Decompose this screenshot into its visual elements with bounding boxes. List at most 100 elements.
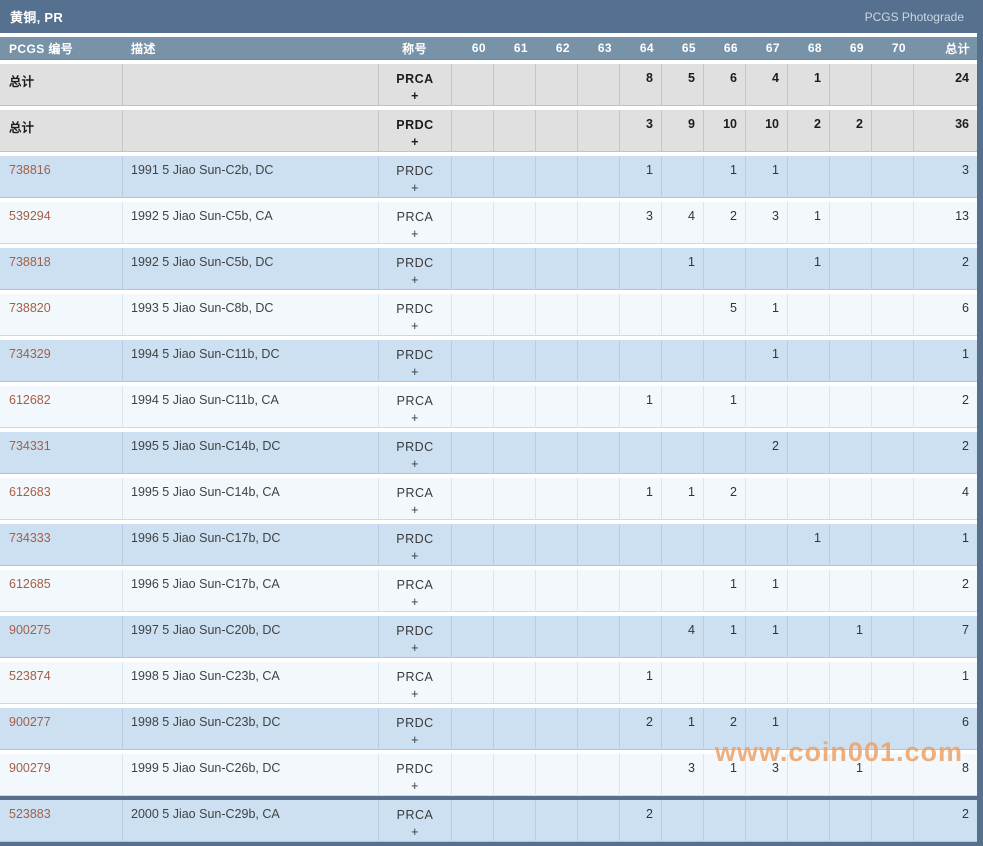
grade-68-cell: [787, 432, 829, 474]
table-row: 734333 1996 5 Jiao Sun-C17b, DC PRDC +1 1: [0, 524, 977, 566]
grade-65-cell: [661, 156, 703, 198]
designation-cell: PRCA +: [378, 800, 451, 842]
pcgs-number-link[interactable]: 539294: [9, 209, 51, 223]
pcgs-number-link[interactable]: 612683: [9, 485, 51, 499]
header-grade-61: 61: [493, 37, 535, 60]
grade-64-cell: [619, 340, 661, 382]
description-cell: 1998 5 Jiao Sun-C23b, DC: [122, 708, 378, 750]
grade-63-cell: [577, 432, 619, 474]
row-total-cell: 2: [913, 432, 977, 474]
designation-cell: PRCA +: [378, 64, 451, 106]
grade-61-cell: [493, 570, 535, 612]
grade-63-cell: [577, 478, 619, 520]
designation-cell: PRDC +: [378, 340, 451, 382]
grade-70-cell: [871, 340, 913, 382]
grade-67-cell: 1: [745, 570, 787, 612]
grade-69-cell: [829, 202, 871, 244]
row-total-cell: 3: [913, 156, 977, 198]
pcgs-number-cell: 734333: [0, 524, 122, 566]
grade-65-cell: [661, 662, 703, 704]
grade-69-cell: [829, 524, 871, 566]
grade-68-cell: [787, 478, 829, 520]
grade-64-cell: 1: [619, 478, 661, 520]
grade-60-cell: [451, 64, 493, 106]
pcgs-number-link[interactable]: 900277: [9, 715, 51, 729]
grade-61-cell: [493, 616, 535, 658]
pcgs-number-link[interactable]: 523883: [9, 807, 51, 821]
designation-cell: PRCA +: [378, 662, 451, 704]
pcgs-number-link[interactable]: 738816: [9, 163, 51, 177]
pcgs-number-link[interactable]: 734331: [9, 439, 51, 453]
grade-60-cell: [451, 754, 493, 796]
grade-66-cell: 1: [703, 754, 745, 796]
grade-62-cell: [535, 754, 577, 796]
grade-62-cell: [535, 110, 577, 152]
pcgs-number-link[interactable]: 738820: [9, 301, 51, 315]
grade-63-cell: [577, 340, 619, 382]
grade-64-cell: 1: [619, 386, 661, 428]
grade-70-cell: [871, 156, 913, 198]
grade-66-cell: 2: [703, 708, 745, 750]
grade-61-cell: [493, 64, 535, 106]
grade-61-cell: [493, 156, 535, 198]
grade-68-cell: [787, 800, 829, 842]
header-grade-64: 64: [619, 37, 661, 60]
pcgs-number-link[interactable]: 734333: [9, 531, 51, 545]
grade-63-cell: [577, 110, 619, 152]
designation-label: PRDC: [396, 624, 434, 638]
grade-61-cell: [493, 432, 535, 474]
designation-label: PRDC: [396, 348, 434, 362]
description-cell: 1992 5 Jiao Sun-C5b, DC: [122, 248, 378, 290]
designation-label: PRCA: [396, 210, 434, 224]
grade-61-cell: [493, 524, 535, 566]
pcgs-number-link[interactable]: 738818: [9, 255, 51, 269]
pcgs-number-link[interactable]: 900275: [9, 623, 51, 637]
photograde-link[interactable]: PCGS Photograde: [864, 9, 964, 24]
grade-70-cell: [871, 248, 913, 290]
grade-65-cell: [661, 386, 703, 428]
grade-70-cell: [871, 754, 913, 796]
designation-plus: +: [411, 733, 419, 747]
grade-64-cell: 2: [619, 708, 661, 750]
row-total-cell: 8: [913, 754, 977, 796]
pcgs-number-link[interactable]: 612685: [9, 577, 51, 591]
table-row: 523883 2000 5 Jiao Sun-C29b, CA PRCA +2 2: [0, 800, 977, 842]
grade-69-cell: [829, 294, 871, 336]
designation-plus: +: [411, 411, 419, 425]
pcgs-number-link[interactable]: 734329: [9, 347, 51, 361]
grade-64-cell: [619, 524, 661, 566]
grade-60-cell: [451, 570, 493, 612]
grade-67-cell: 3: [745, 202, 787, 244]
grade-70-cell: [871, 524, 913, 566]
population-table: PCGS 编号 描述 称号 60 61 62 63 64 65 66 67 68…: [0, 33, 977, 846]
pcgs-number-link[interactable]: 523874: [9, 669, 51, 683]
grade-68-cell: [787, 616, 829, 658]
grade-67-cell: [745, 662, 787, 704]
designation-cell: PRDC +: [378, 156, 451, 198]
table-row: 539294 1992 5 Jiao Sun-C5b, CA PRCA +3 4 2 3 1 1…: [0, 202, 977, 244]
table-row: 734329 1994 5 Jiao Sun-C11b, DC PRDC +1 1: [0, 340, 977, 382]
row-total-cell: 1: [913, 662, 977, 704]
designation-label: PRCA: [396, 808, 434, 822]
grade-68-cell: 1: [787, 202, 829, 244]
description-cell: 1993 5 Jiao Sun-C8b, DC: [122, 294, 378, 336]
grade-60-cell: [451, 202, 493, 244]
pcgs-number-link[interactable]: 900279: [9, 761, 51, 775]
grade-61-cell: [493, 294, 535, 336]
header-grade-63: 63: [577, 37, 619, 60]
grade-67-cell: [745, 386, 787, 428]
grade-60-cell: [451, 524, 493, 566]
grade-65-cell: 1: [661, 248, 703, 290]
designation-plus: +: [411, 365, 419, 379]
grade-63-cell: [577, 156, 619, 198]
pcgs-number-link[interactable]: 612682: [9, 393, 51, 407]
description-cell: 1996 5 Jiao Sun-C17b, DC: [122, 524, 378, 566]
pcgs-number-cell: 523883: [0, 800, 122, 842]
grade-62-cell: [535, 708, 577, 750]
table-row: 738818 1992 5 Jiao Sun-C5b, DC PRDC +1 1 2: [0, 248, 977, 290]
designation-label: PRDC: [396, 440, 434, 454]
grade-65-cell: [661, 294, 703, 336]
pcgs-number-cell: 612682: [0, 386, 122, 428]
grade-62-cell: [535, 202, 577, 244]
